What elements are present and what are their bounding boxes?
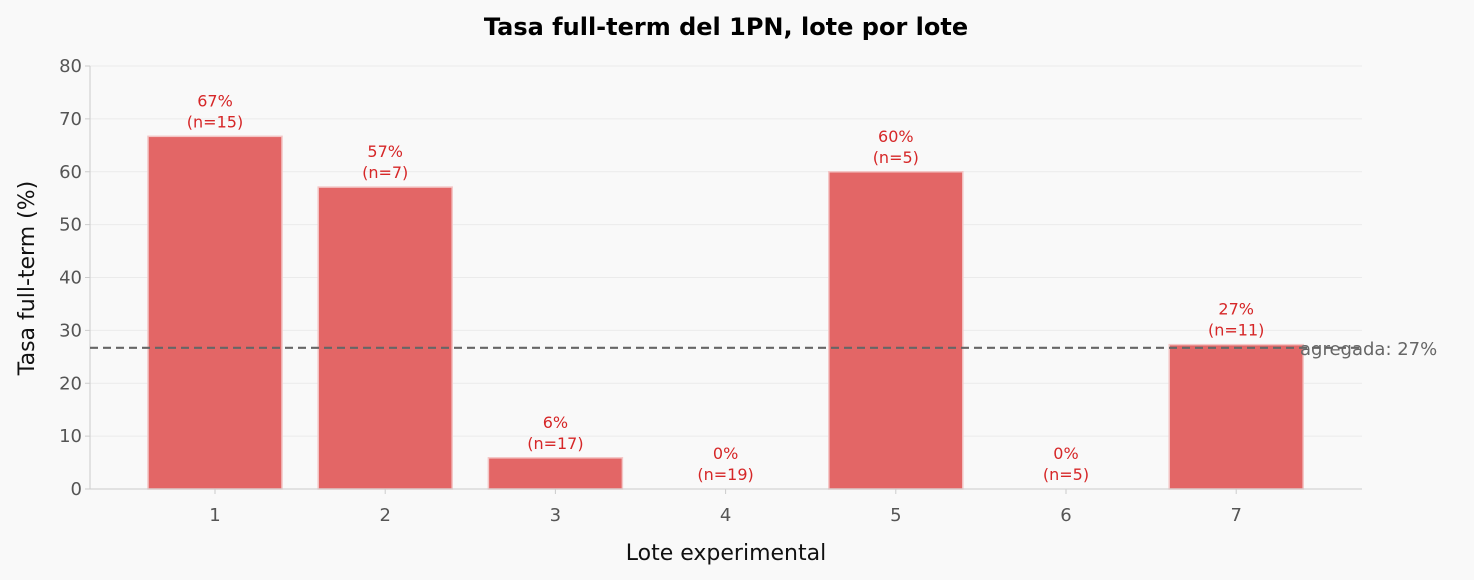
tick-labels: 0 10 20 30 40 50 60 70 80 1 2 3 4 5 6 7 (59, 56, 1242, 526)
reference-line-group: agregada: 27% (90, 339, 1437, 360)
reference-line-label: agregada: 27% (1300, 339, 1437, 360)
x-tick-label: 7 (1230, 505, 1241, 526)
x-axis-label: Lote experimental (626, 541, 826, 566)
bar-n-label: (n=17) (527, 434, 583, 453)
bar-value-label: 0% (713, 444, 738, 463)
y-tick-label: 80 (59, 56, 82, 77)
x-tick-label: 5 (890, 505, 901, 526)
y-tick-label: 60 (59, 162, 82, 183)
bar-n-label: (n=19) (697, 465, 753, 484)
bar-value-label: 57% (367, 142, 403, 161)
x-tick-label: 3 (550, 505, 561, 526)
bar-n-label: (n=11) (1208, 321, 1264, 340)
bar (147, 135, 283, 490)
bar-n-label: (n=15) (187, 112, 243, 131)
y-axis-label: Tasa full-term (%) (15, 181, 40, 376)
axes (85, 65, 1362, 494)
x-tick-label: 6 (1060, 505, 1071, 526)
bar (1168, 343, 1304, 490)
x-tick-label: 1 (209, 505, 220, 526)
bar-value-label: 27% (1218, 300, 1254, 319)
data-labels: 67% (n=15) 57% (n=7) 6% (n=17) 0% (n=19) 60% (n=5… (187, 91, 1265, 484)
y-tick-label: 70 (59, 109, 82, 130)
bar (828, 171, 964, 490)
bar (317, 186, 453, 490)
bar-n-label: (n=5) (873, 148, 919, 167)
y-tick-label: 50 (59, 215, 82, 236)
x-tick-label: 4 (720, 505, 731, 526)
y-tick-label: 20 (59, 373, 82, 394)
y-tick-label: 30 (59, 320, 82, 341)
bar (487, 457, 624, 490)
bar-value-label: 67% (197, 91, 233, 110)
bar-n-label: (n=7) (362, 163, 408, 182)
y-tick-label: 40 (59, 268, 82, 289)
bar-value-label: 0% (1053, 444, 1078, 463)
bar-value-label: 6% (543, 413, 568, 432)
bars (147, 135, 1304, 490)
x-tick-label: 2 (379, 505, 390, 526)
bar-n-label: (n=5) (1043, 465, 1089, 484)
y-tick-label: 0 (71, 479, 82, 500)
y-tick-label: 10 (59, 426, 82, 447)
bar-value-label: 60% (878, 127, 914, 146)
chart-title: Tasa full-term del 1PN, lote por lote (484, 13, 968, 41)
